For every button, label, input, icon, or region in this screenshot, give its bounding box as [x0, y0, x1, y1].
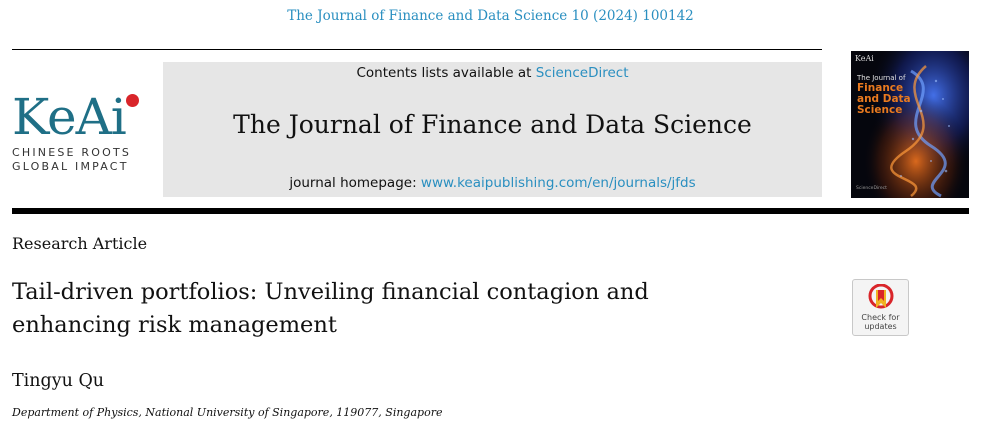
badge-line-2: updates — [864, 322, 897, 331]
header-rule — [12, 49, 822, 50]
logo-tagline-2: GLOBAL IMPACT — [12, 160, 129, 173]
bookmark-icon — [868, 284, 894, 309]
header-thick-rule — [12, 208, 969, 214]
cover-bottom-text: ScienceDirect — [856, 186, 887, 191]
contents-line: Contents lists available at ScienceDirec… — [163, 65, 822, 81]
logo-wordmark: KeAi — [12, 88, 127, 146]
author-name[interactable]: Tingyu Qu — [12, 371, 105, 391]
journal-citation[interactable]: The Journal of Finance and Data Science … — [287, 8, 694, 24]
homepage-line: journal homepage: www.keaipublishing.com… — [163, 175, 822, 191]
journal-cover-image[interactable]: KeAi The Journal of Finance and Data Sci… — [851, 51, 969, 198]
logo-tagline-1: CHINESE ROOTS — [12, 146, 132, 159]
journal-banner: Contents lists available at ScienceDirec… — [163, 62, 822, 197]
check-for-updates-label: Check for updates — [853, 313, 908, 331]
cover-title-small: The Journal of — [857, 74, 906, 82]
homepage-prefix: journal homepage: — [289, 175, 421, 191]
contents-prefix: Contents lists available at — [356, 65, 536, 81]
publisher-logo[interactable]: KeAi CHINESE ROOTS GLOBAL IMPACT — [12, 92, 152, 182]
journal-name: The Journal of Finance and Data Science — [233, 110, 752, 139]
homepage-link[interactable]: www.keaipublishing.com/en/journals/jfds — [420, 175, 696, 191]
cover-logo: KeAi — [855, 54, 874, 63]
cover-title-line-1: Finance — [857, 82, 904, 94]
article-type: Research Article — [12, 234, 148, 253]
badge-line-1: Check for — [861, 313, 900, 322]
cover-title-line-2: and Data — [857, 93, 911, 105]
article-title: Tail-driven portfolios: Unveiling financ… — [12, 279, 649, 338]
sciencedirect-link[interactable]: ScienceDirect — [535, 65, 629, 81]
author-affiliation: Department of Physics, National Universi… — [12, 406, 443, 419]
cover-artwork — [851, 51, 969, 198]
cover-title: The Journal of Finance and Data Science — [857, 74, 911, 116]
cover-title-line-3: Science — [857, 104, 903, 116]
logo-dot-icon — [126, 94, 139, 107]
check-for-updates-button[interactable]: Check for updates — [852, 279, 909, 336]
